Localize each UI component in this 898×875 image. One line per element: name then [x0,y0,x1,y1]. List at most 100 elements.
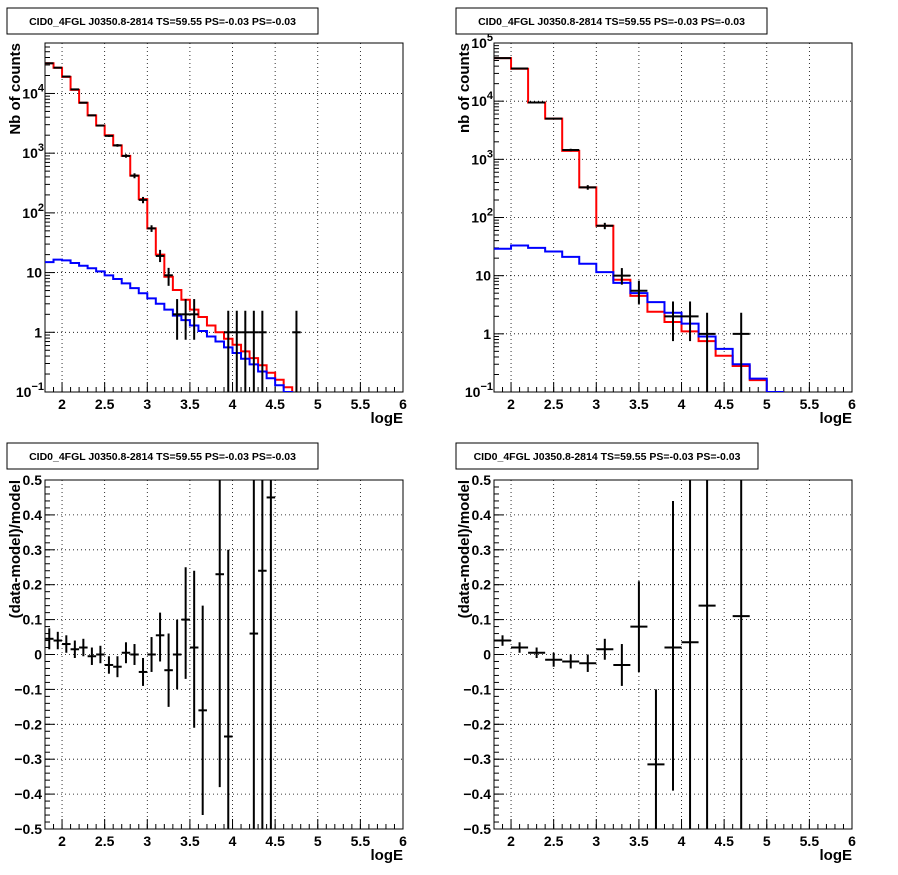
y-tick-exponent: 4 [38,82,45,94]
y-tick-label-8: 0.3 [23,542,43,558]
x-tick-label-5: 4.5 [714,833,734,849]
x-tick-label-2: 3 [592,396,600,412]
y-tick-label-7: 0.2 [23,577,43,593]
y-tick-label-2: −0.3 [14,751,42,767]
x-tick-label-8: 6 [399,833,407,849]
y-tick-label-1: −0.4 [14,786,42,802]
y-tick-label-0: −0.5 [14,821,42,837]
x-tick-label-3: 3.5 [180,833,200,849]
x-tick-label-0: 2 [507,396,515,412]
chart-title: CID0_4FGL J0350.8-2814 TS=59.55 PS=-0.03… [478,16,745,28]
y-axis-label: nb of counts [456,43,473,133]
x-tick-label-6: 5 [314,396,322,412]
y-tick-label-4: −0.1 [463,681,491,697]
x-tick-label-2: 3 [592,833,600,849]
y-tick-label-5: 104 [471,90,494,109]
y-tick-label-4: 103 [22,142,44,161]
x-tick-label-5: 4.5 [265,396,285,412]
x-tick-label-4: 4 [678,396,686,412]
chart-panel-residual_fine: 2 2.5 3 3.5 4 4.5 5 5.5 6 −0.5 −0.4 −0.3 −0.2 −0.1 0 0.… [6,442,407,864]
x-tick-label-0: 2 [58,396,66,412]
x-tick-label-3: 3.5 [629,396,649,412]
title-box [455,442,759,470]
y-tick-label-2: 10 [475,268,491,284]
y-axis-label: (data-model)/model [456,480,473,618]
y-tick-label-2: −0.3 [463,751,491,767]
x-tick-label-7: 5.5 [351,833,371,849]
x-tick-label-2: 3 [143,396,151,412]
y-tick-label-1: 1 [483,326,491,342]
chart-title: CID0_4FGL J0350.8-2814 TS=59.55 PS=-0.03… [474,451,741,463]
y-tick-base: 10 [465,384,481,400]
chart-panel-residual_coarse: 2 2.5 3 3.5 4 4.5 5 5.5 6 −0.5 −0.4 −0.3 −0.2 −0.1 0 0.… [455,442,856,864]
y-tick-label-3: 102 [22,202,44,221]
x-axis-label: logE [820,410,853,427]
x-tick-label-0: 2 [507,833,515,849]
y-tick-label-10: 0.5 [472,472,492,488]
y-tick-label-6: 0.1 [472,612,492,628]
y-tick-label-8: 0.3 [472,542,492,558]
title-box [6,7,319,35]
series-group [494,57,784,392]
y-tick-base: 10 [22,205,38,221]
y-tick-label-0: −0.5 [463,821,491,837]
x-axis-label: logE [371,410,404,427]
x-tick-label-1: 2.5 [95,833,115,849]
chart-panel-counts_fine: 2 2.5 3 3.5 4 4.5 5 5.5 610−1110102103104CID0_4F… [6,7,407,427]
y-tick-label-3: 102 [471,207,493,226]
y-tick-label-7: 0.2 [472,577,492,593]
x-tick-label-2: 3 [143,833,151,849]
y-tick-label-5: 104 [22,82,45,101]
series-group [45,62,301,392]
y-tick-label-6: 105 [471,32,493,51]
y-axis-label: (data-model)/model [7,480,24,618]
y-tick-label-4: 103 [471,148,493,167]
x-tick-label-6: 5 [763,833,771,849]
series-line-1 [45,258,294,392]
series-group [45,480,276,829]
chart-title: CID0_4FGL J0350.8-2814 TS=59.55 PS=-0.03… [29,16,296,28]
y-tick-label-9: 0.4 [472,507,492,523]
x-tick-label-8: 6 [848,396,856,412]
chart-panel-counts_coarse: 2 2.5 3 3.5 4 4.5 5 5.5 610−1110102103104105CID0… [455,7,856,427]
x-tick-label-4: 4 [229,833,237,849]
title-box [6,442,319,470]
y-tick-base: 10 [471,210,487,226]
chart-title: CID0_4FGL J0350.8-2814 TS=59.55 PS=-0.03… [29,451,296,463]
x-tick-label-0: 2 [58,833,66,849]
x-tick-label-7: 5.5 [351,396,371,412]
y-tick-exponent: −1 [480,381,493,393]
y-tick-label-4: −0.1 [14,681,42,697]
x-tick-label-4: 4 [678,833,686,849]
y-tick-label-5: 0 [34,647,42,663]
x-tick-label-1: 2.5 [95,396,115,412]
y-tick-exponent: 5 [487,32,493,44]
y-tick-label-10: 0.5 [23,472,43,488]
x-tick-label-7: 5.5 [800,833,820,849]
x-tick-label-5: 4.5 [714,396,734,412]
x-axis-label: logE [371,847,404,864]
y-tick-label-9: 0.4 [23,507,43,523]
y-axis-label: Nb of counts [7,43,24,135]
x-tick-label-1: 2.5 [544,396,564,412]
y-tick-exponent: 2 [487,207,493,219]
x-tick-label-8: 6 [848,833,856,849]
y-tick-base: 10 [471,151,487,167]
y-tick-base: 10 [471,35,487,51]
y-tick-label-6: 0.1 [23,612,43,628]
x-tick-label-6: 5 [763,396,771,412]
y-tick-exponent: 4 [487,90,494,102]
y-tick-label-0: 10−1 [16,381,44,400]
y-tick-label-3: −0.2 [463,716,491,732]
x-tick-label-4: 4 [229,396,237,412]
y-tick-base: 10 [22,85,38,101]
y-tick-label-1: 1 [34,324,42,340]
y-tick-base: 10 [16,384,32,400]
y-tick-exponent: −1 [31,381,44,393]
x-tick-label-8: 6 [399,396,407,412]
y-tick-label-1: −0.4 [463,786,491,802]
y-tick-label-0: 10−1 [465,381,493,400]
x-tick-label-7: 5.5 [800,396,820,412]
series-group [494,480,750,829]
x-tick-label-1: 2.5 [544,833,564,849]
